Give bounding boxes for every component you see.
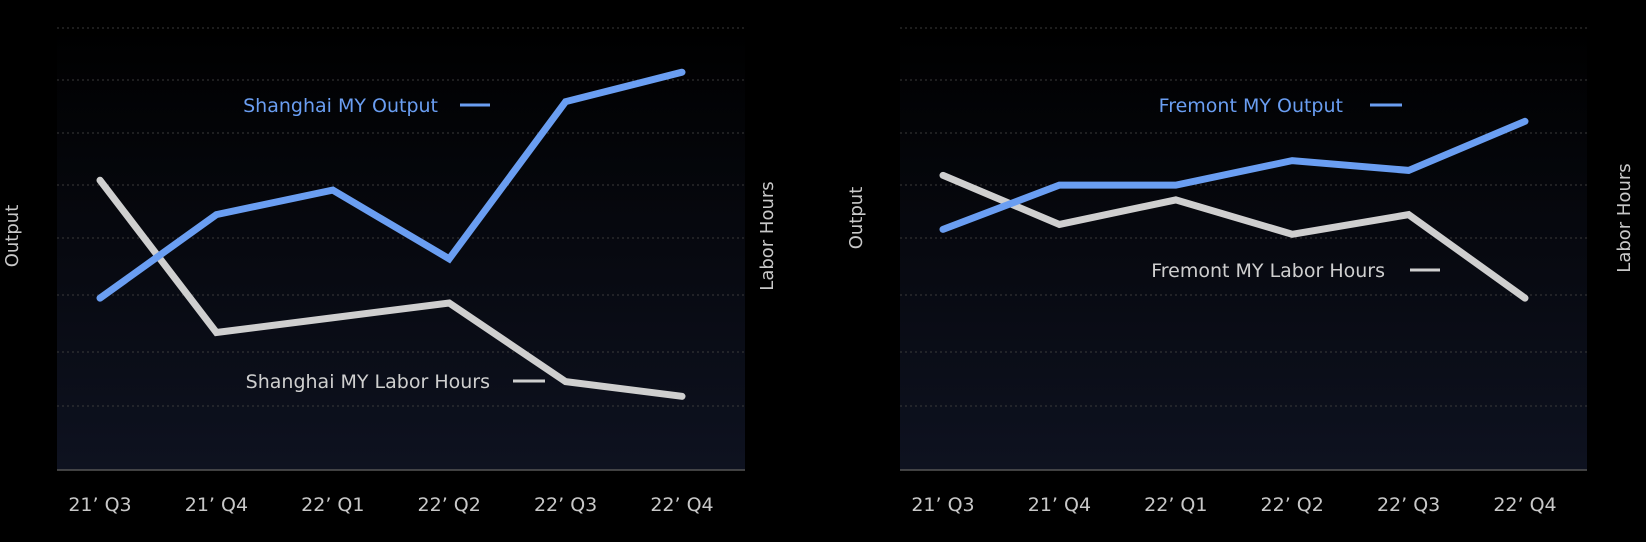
legend-label: Fremont MY Labor Hours bbox=[1151, 260, 1385, 282]
data-point bbox=[1175, 184, 1177, 186]
data-point bbox=[215, 214, 217, 216]
y2-axis-label: Labor Hours bbox=[1614, 163, 1635, 272]
x-tick-label: 22’ Q3 bbox=[1377, 494, 1440, 516]
data-point bbox=[942, 228, 944, 230]
data-point bbox=[332, 189, 334, 191]
data-point bbox=[942, 174, 944, 176]
shanghai-chart: 21’ Q3 21’ Q4 22’ Q1 22’ Q2 22’ Q3 22’ Q4 Outp… bbox=[2, 27, 778, 516]
series-line-1 bbox=[96, 176, 686, 400]
legend-label: Fremont MY Output bbox=[1159, 95, 1343, 117]
data-point bbox=[565, 101, 567, 103]
fremont-chart: 21’ Q3 21’ Q4 22’ Q1 22’ Q2 22’ Q3 22’ Q4 Outp… bbox=[846, 27, 1635, 516]
x-tick-label: 22’ Q4 bbox=[1493, 494, 1556, 516]
data-point bbox=[1175, 199, 1177, 201]
y2-axis-label: Labor Hours bbox=[757, 181, 778, 290]
data-point bbox=[1408, 214, 1410, 216]
x-tick-label: 21’ Q4 bbox=[1028, 494, 1091, 516]
data-point bbox=[448, 302, 450, 304]
data-point bbox=[681, 71, 683, 73]
data-point bbox=[1291, 160, 1293, 162]
legend-label: Shanghai MY Labor Hours bbox=[246, 371, 490, 393]
legend-label: Shanghai MY Output bbox=[243, 95, 438, 117]
y-axis-label: Output bbox=[846, 187, 867, 250]
plot-area bbox=[900, 28, 1587, 470]
x-tick-label: 22’ Q2 bbox=[1261, 494, 1324, 516]
x-tick-label: 21’ Q3 bbox=[911, 494, 974, 516]
data-point bbox=[1524, 120, 1526, 122]
data-point bbox=[1058, 223, 1060, 225]
series-line-0 bbox=[939, 117, 1529, 233]
x-tick-label: 22’ Q3 bbox=[534, 494, 597, 516]
data-point bbox=[448, 258, 450, 260]
data-point bbox=[99, 297, 101, 299]
data-point bbox=[565, 381, 567, 383]
data-point bbox=[1408, 169, 1410, 171]
x-tick-label: 21’ Q3 bbox=[68, 494, 131, 516]
x-tick-label: 22’ Q1 bbox=[301, 494, 364, 516]
series-line-1 bbox=[939, 171, 1529, 302]
data-point bbox=[1291, 233, 1293, 235]
x-tick-label: 22’ Q2 bbox=[418, 494, 481, 516]
series-line-0 bbox=[96, 68, 686, 302]
data-point bbox=[332, 317, 334, 319]
x-tick-label: 22’ Q1 bbox=[1144, 494, 1207, 516]
x-tick-label: 21’ Q4 bbox=[185, 494, 248, 516]
data-point bbox=[1058, 184, 1060, 186]
data-point bbox=[1524, 297, 1526, 299]
data-point bbox=[99, 179, 101, 181]
data-point bbox=[681, 395, 683, 397]
x-tick-label: 22’ Q4 bbox=[650, 494, 713, 516]
data-point bbox=[215, 331, 217, 333]
y-axis-label: Output bbox=[2, 205, 23, 268]
